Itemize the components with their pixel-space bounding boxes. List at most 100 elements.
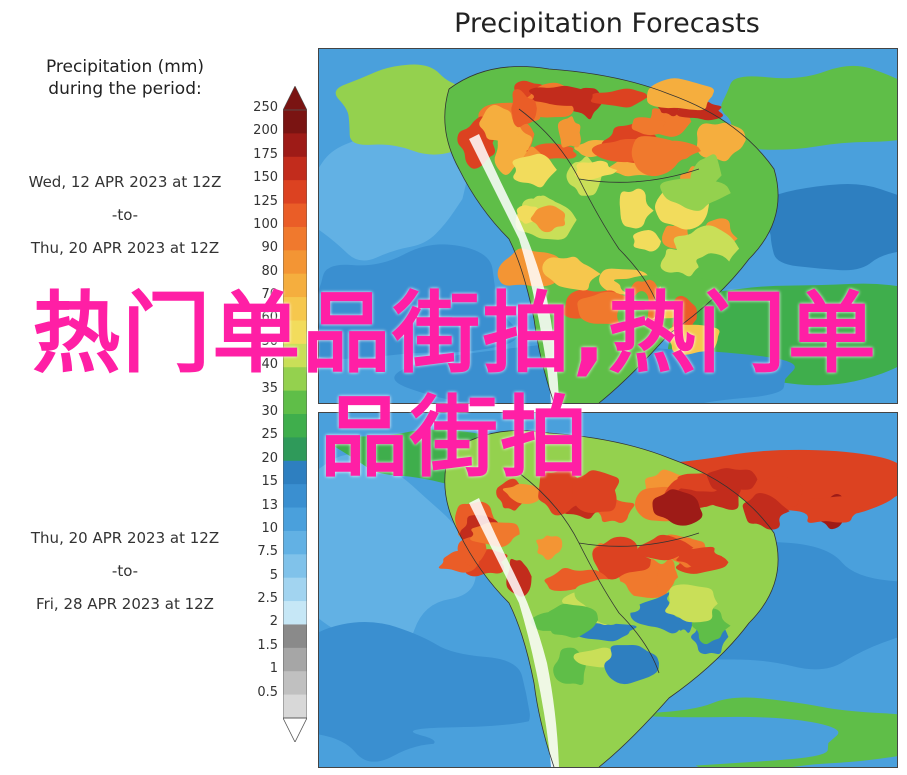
colorbar-tick-label: 15	[261, 474, 278, 490]
colorbar-swatch	[283, 577, 307, 602]
legend-title: Precipitation (mm) during the period:	[0, 56, 250, 100]
colorbar-tick-label: 1	[269, 661, 278, 677]
precip-region	[528, 85, 586, 106]
colorbar-swatch	[283, 530, 307, 555]
precip-region	[592, 536, 651, 580]
ocean-precip-band	[751, 183, 897, 271]
precip-region	[573, 647, 634, 668]
colorbar-swatch	[283, 180, 307, 205]
period-2-label: Thu, 20 APR 2023 at 12Z -to- Fri, 28 APR…	[0, 522, 250, 621]
precip-region	[542, 256, 601, 291]
period-1-label: Wed, 12 APR 2023 at 12Z -to- Thu, 20 APR…	[0, 166, 250, 265]
colorbar-swatch	[283, 297, 307, 321]
precip-region	[604, 644, 659, 685]
precip-region	[795, 496, 865, 523]
colorbar-swatch	[283, 320, 307, 345]
period-2-end: Fri, 28 APR 2023 at 12Z	[36, 595, 214, 613]
forecast-map-1-graphic	[319, 49, 897, 403]
ocean-precip-band	[319, 244, 518, 359]
colorbar-swatch	[283, 110, 307, 134]
colorbar-tick-label: 125	[253, 193, 278, 209]
colorbar-tick-label: 40	[261, 357, 278, 373]
colorbar-swatch	[283, 414, 307, 438]
precip-region	[665, 584, 718, 623]
precip-region	[706, 468, 758, 491]
colorbar-tick-label: 100	[253, 216, 278, 232]
precip-region	[479, 104, 519, 142]
precip-region	[502, 483, 547, 504]
colorbar-tick-label: 13	[261, 497, 278, 513]
precip-region	[619, 188, 654, 229]
colorbar-tick-label: 2	[269, 614, 278, 630]
chart-title: Precipitation Forecasts	[454, 8, 760, 39]
colorbar-tick-label: 25	[261, 427, 278, 443]
precip-region	[547, 603, 599, 638]
ocean-precip-band	[319, 454, 477, 651]
colorbar-swatch	[283, 156, 307, 181]
colorbar-swatch	[283, 484, 307, 509]
precip-region	[557, 116, 581, 148]
forecast-map-2-graphic	[319, 413, 897, 767]
colorbar-tick-label: 10	[261, 520, 278, 536]
colorbar-tick-label: 150	[253, 170, 278, 186]
colorbar-swatch	[283, 554, 307, 579]
dry-region	[469, 498, 559, 767]
precip-region	[633, 230, 661, 252]
colorbar-tick-label: 5	[269, 567, 278, 583]
precip-region	[646, 78, 714, 111]
period-2-start: Thu, 20 APR 2023 at 12Z	[30, 529, 220, 547]
precip-region	[631, 136, 692, 177]
precip-region	[696, 253, 734, 283]
precip-region	[665, 324, 720, 355]
colorbar-max-arrow	[283, 86, 307, 111]
ocean-precip-band	[319, 127, 468, 261]
colorbar-swatch	[283, 367, 307, 392]
colorbar-swatch	[283, 250, 307, 275]
precip-region	[676, 546, 722, 567]
precip-region	[571, 470, 620, 514]
colorbar-tick-label: 1.5	[257, 637, 278, 653]
ocean-precip-band	[721, 65, 897, 150]
colorbar-tick-label: 250	[253, 100, 278, 115]
dry-region	[469, 134, 559, 403]
colorbar	[283, 86, 307, 742]
colorbar-swatch	[283, 203, 307, 228]
period-1-end: Thu, 20 APR 2023 at 12Z	[30, 239, 220, 257]
colorbar-tick-label: 70	[261, 287, 278, 303]
precip-region	[530, 205, 566, 233]
colorbar-swatch	[283, 226, 307, 251]
country-borders	[444, 430, 779, 767]
precip-region	[512, 153, 557, 188]
period-1-sep: -to-	[111, 206, 139, 224]
colorbar-swatch	[283, 647, 307, 672]
colorbar-tick-label: 80	[261, 263, 278, 279]
period-2-sep: -to-	[111, 562, 139, 580]
colorbar-min-arrow	[283, 717, 307, 742]
colorbar-tick-label: 30	[261, 404, 278, 419]
colorbar-tick-label: 50	[261, 333, 278, 349]
legend-title-line1: Precipitation (mm)	[45, 57, 205, 77]
forecast-map-period-2	[318, 412, 898, 768]
colorbar-tick-label: 20	[261, 450, 278, 466]
colorbar-swatch	[283, 460, 307, 485]
precip-region	[660, 178, 731, 211]
precip-region	[696, 122, 746, 162]
colorbar-tick-label: 2.5	[257, 591, 278, 607]
period-1-start: Wed, 12 APR 2023 at 12Z	[28, 173, 222, 191]
precip-region	[536, 535, 563, 560]
colorbar-tick-label: 200	[253, 123, 278, 139]
legend-title-line2: during the period:	[48, 79, 202, 99]
colorbar-swatch	[283, 671, 307, 696]
colorbar-swatch	[283, 343, 307, 368]
colorbar-tick-label: 90	[261, 240, 278, 256]
precip-region	[574, 160, 618, 180]
colorbar-swatch	[283, 390, 307, 415]
precip-region	[617, 291, 649, 338]
colorbar-swatch	[283, 133, 307, 158]
colorbar-swatch	[283, 273, 307, 298]
colorbar-tick-label: 175	[253, 146, 278, 162]
colorbar-swatch	[283, 437, 307, 462]
colorbar-swatch	[283, 624, 307, 649]
precip-region	[742, 493, 790, 530]
precip-region	[590, 88, 648, 108]
